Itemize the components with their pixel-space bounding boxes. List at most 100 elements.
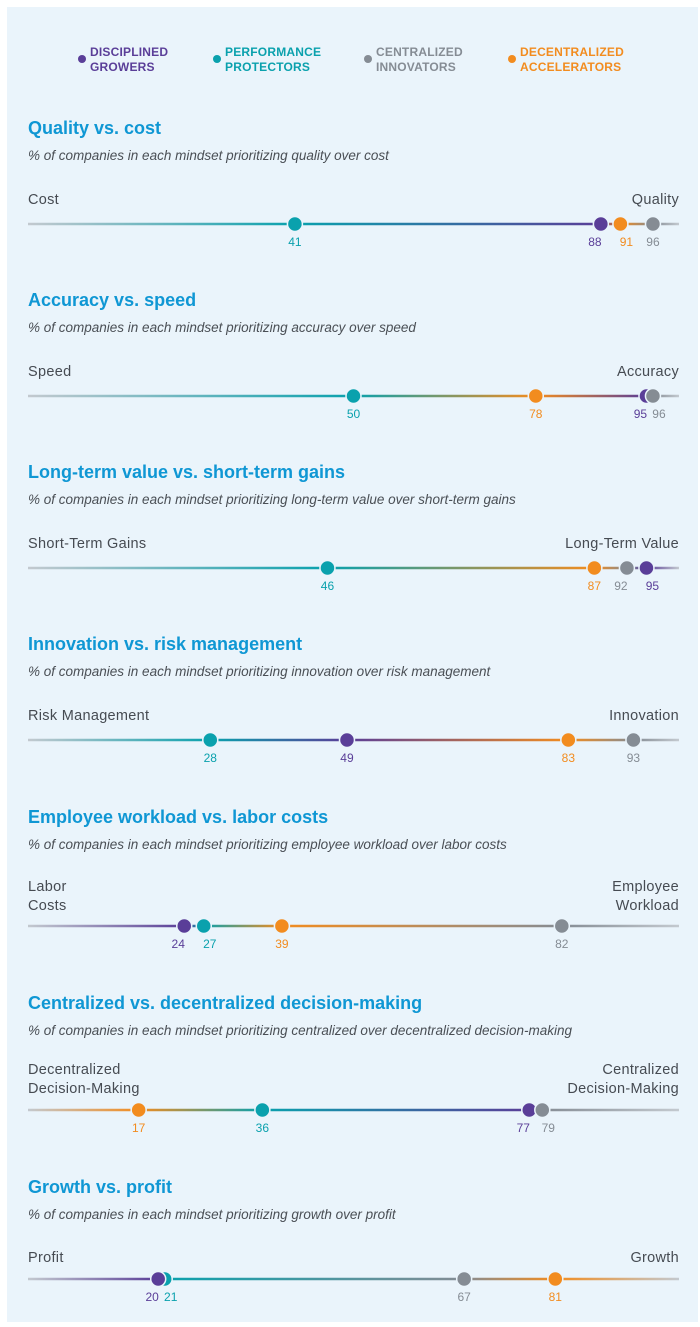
- axis-right-label: Employee Workload: [612, 879, 679, 914]
- data-point-performance-protectors: [195, 917, 213, 935]
- chart-panel: [7, 7, 698, 1322]
- chart-title: Accuracy vs. speed: [28, 290, 197, 310]
- axis-left-label: Decentralized Decision-Making: [28, 1062, 140, 1097]
- data-label-disciplined-growers: 95: [633, 407, 648, 421]
- axis-right-label: Innovation: [609, 708, 679, 724]
- legend-label: DECENTRALIZED ACCELERATORS: [520, 45, 624, 74]
- legend-dot-icon: [78, 55, 86, 63]
- legend-item-centralized-innovators: CENTRALIZED INNOVATORS: [364, 45, 506, 75]
- axis-right-label: Growth: [630, 1250, 679, 1266]
- data-label-centralized-innovators: 96: [646, 235, 660, 249]
- data-label-decentralized-accelerators: 78: [529, 407, 543, 421]
- axis-left-label: Profit: [28, 1250, 64, 1266]
- data-point-performance-protectors: [254, 1101, 271, 1119]
- data-label-disciplined-growers: 95: [645, 579, 660, 593]
- chart-track: [28, 387, 679, 405]
- data-point-centralized-innovators: [618, 559, 636, 577]
- data-point-centralized-innovators: [644, 387, 662, 405]
- data-point-decentralized-accelerators: [273, 917, 291, 935]
- data-point-performance-protectors: [202, 731, 219, 749]
- axis-left-label: Labor Costs: [28, 879, 67, 914]
- data-label-decentralized-accelerators: 91: [619, 235, 634, 249]
- data-label-disciplined-growers: 88: [588, 235, 602, 249]
- data-label-centralized-innovators: 93: [626, 751, 641, 765]
- legend-label: DISCIPLINED GROWERS: [90, 45, 169, 74]
- chart-track: [28, 215, 679, 233]
- data-label-centralized-innovators: 82: [555, 937, 569, 951]
- chart-subtitle: % of companies in each mindset prioritiz…: [28, 320, 416, 335]
- data-point-disciplined-growers: [638, 559, 655, 577]
- data-label-decentralized-accelerators: 39: [275, 937, 289, 951]
- data-point-decentralized-accelerators: [560, 731, 577, 749]
- chart-title: Centralized vs. decentralized decision-m…: [28, 993, 423, 1013]
- data-point-disciplined-growers: [149, 1270, 167, 1288]
- data-point-decentralized-accelerators: [527, 387, 545, 405]
- chart-subtitle: % of companies in each mindset prioritiz…: [28, 664, 491, 679]
- chart-subtitle: % of companies in each mindset prioritiz…: [28, 837, 507, 852]
- axis-right-label: Centralized Decision-Making: [567, 1062, 679, 1097]
- data-point-centralized-innovators: [625, 731, 642, 749]
- axis-right-label: Long-Term Value: [565, 536, 679, 552]
- data-label-centralized-innovators: 79: [541, 1121, 555, 1135]
- data-label-decentralized-accelerators: 87: [587, 579, 602, 593]
- data-label-decentralized-accelerators: 17: [131, 1121, 146, 1135]
- chart-track: [28, 1101, 679, 1119]
- data-point-decentralized-accelerators: [547, 1270, 564, 1288]
- axis-left-label: Short-Term Gains: [28, 536, 147, 552]
- chart-subtitle: % of companies in each mindset prioritiz…: [28, 492, 516, 507]
- data-label-disciplined-growers: 20: [145, 1290, 159, 1304]
- data-label-centralized-innovators: 92: [614, 579, 628, 593]
- chart-subtitle: % of companies in each mindset prioritiz…: [28, 1207, 396, 1222]
- legend-item-decentralized-accelerators: DECENTRALIZED ACCELERATORS: [508, 45, 650, 75]
- chart-track: [28, 731, 679, 749]
- data-point-performance-protectors: [345, 387, 362, 405]
- axis-right-label: Accuracy: [616, 364, 679, 380]
- data-point-performance-protectors: [286, 215, 304, 233]
- axis-left-label: Speed: [28, 364, 72, 380]
- data-point-decentralized-accelerators: [130, 1101, 147, 1119]
- data-point-centralized-innovators: [534, 1101, 551, 1119]
- data-label-performance-protectors: 46: [320, 579, 335, 593]
- data-label-performance-protectors: 36: [255, 1121, 270, 1135]
- legend-dot-icon: [508, 55, 516, 63]
- data-label-centralized-innovators: 67: [457, 1290, 471, 1304]
- data-point-decentralized-accelerators: [612, 215, 629, 233]
- data-label-performance-protectors: 27: [203, 937, 217, 951]
- data-label-performance-protectors: 50: [346, 407, 361, 421]
- legend-label: PERFORMANCE PROTECTORS: [225, 45, 322, 74]
- legend-item-performance-protectors: PERFORMANCE PROTECTORS: [213, 45, 355, 75]
- chart-title: Innovation vs. risk management: [28, 634, 303, 654]
- chart-subtitle: % of companies in each mindset prioritiz…: [28, 148, 389, 163]
- axis-left-label: Cost: [28, 192, 60, 208]
- axis-left-label: Risk Management: [28, 708, 150, 724]
- data-label-decentralized-accelerators: 81: [548, 1290, 562, 1304]
- chart-track: [28, 917, 679, 935]
- chart-track: [28, 1270, 679, 1288]
- data-label-performance-protectors: 21: [164, 1290, 178, 1304]
- data-point-centralized-innovators: [553, 917, 571, 935]
- chart-track: [28, 559, 679, 577]
- data-point-disciplined-growers: [175, 917, 193, 935]
- data-point-performance-protectors: [319, 559, 336, 577]
- data-point-decentralized-accelerators: [586, 559, 603, 577]
- legend-label: CENTRALIZED INNOVATORS: [376, 45, 463, 74]
- data-label-disciplined-growers: 49: [340, 751, 354, 765]
- legend-dot-icon: [213, 55, 221, 63]
- data-label-disciplined-growers: 77: [516, 1121, 530, 1135]
- chart-title: Growth vs. profit: [28, 1177, 172, 1197]
- legend: DISCIPLINED GROWERS PERFORMANCE PROTECTO…: [0, 45, 700, 77]
- data-label-disciplined-growers: 24: [171, 937, 185, 951]
- data-label-decentralized-accelerators: 83: [561, 751, 576, 765]
- chart-title: Quality vs. cost: [28, 118, 162, 138]
- legend-item-disciplined-growers: DISCIPLINED GROWERS: [78, 45, 220, 75]
- data-label-centralized-innovators: 96: [652, 407, 666, 421]
- data-label-performance-protectors: 41: [288, 235, 302, 249]
- data-point-centralized-innovators: [455, 1270, 473, 1288]
- chart-title: Employee workload vs. labor costs: [28, 807, 329, 827]
- chart-subtitle: % of companies in each mindset prioritiz…: [28, 1023, 573, 1038]
- data-point-disciplined-growers: [592, 215, 610, 233]
- data-point-centralized-innovators: [644, 215, 662, 233]
- legend-dot-icon: [364, 55, 372, 63]
- axis-right-label: Quality: [631, 192, 679, 208]
- data-label-performance-protectors: 28: [203, 751, 217, 765]
